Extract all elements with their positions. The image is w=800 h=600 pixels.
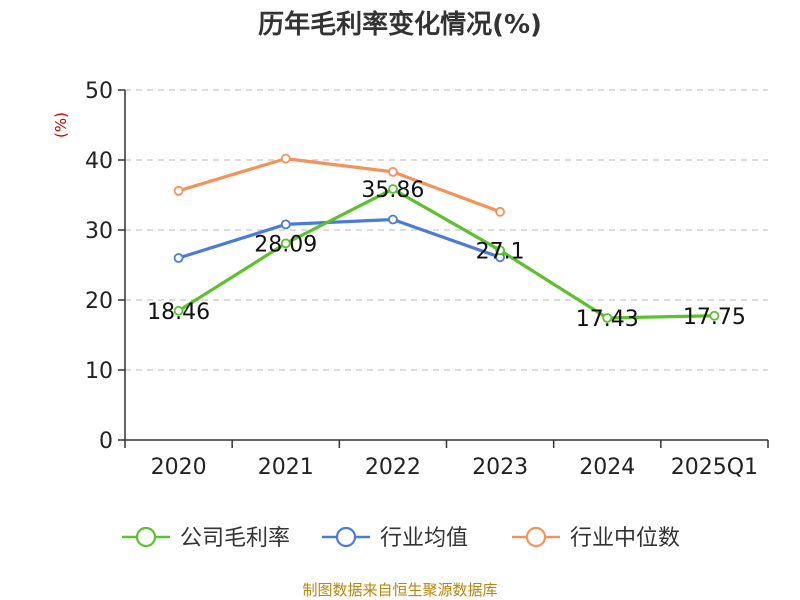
legend-label: 公司毛利率 xyxy=(180,526,290,551)
series-line-0 xyxy=(177,187,715,320)
data-point xyxy=(495,245,505,256)
legend-marker xyxy=(135,526,157,548)
legend-marker xyxy=(335,526,357,548)
data-point xyxy=(280,238,291,249)
y-tick-label: 30 xyxy=(85,219,113,244)
data-point xyxy=(709,310,720,321)
data-point xyxy=(280,219,291,230)
legend-label: 行业中位数 xyxy=(570,526,680,551)
data-point xyxy=(388,214,398,225)
y-tick-label: 10 xyxy=(85,359,113,384)
y-tick-label: 0 xyxy=(99,429,113,454)
data-label: 17.75 xyxy=(683,305,746,330)
x-tick-label: 2022 xyxy=(365,455,421,480)
data-point xyxy=(173,185,184,196)
legend-label: 行业均值 xyxy=(380,526,468,551)
legend-item-1[interactable]: 行业均值 xyxy=(322,526,468,551)
series-group xyxy=(173,153,720,323)
series-line-1 xyxy=(178,217,501,260)
y-tick-label: 50 xyxy=(85,79,113,104)
data-labels: 18.46 28.09 35.86 27.1 17.43 17.75 xyxy=(147,178,746,332)
x-tick-label: 2021 xyxy=(258,455,314,480)
x-tick-label: 2023 xyxy=(472,455,528,480)
grid-lines xyxy=(125,89,768,371)
legend[interactable]: 公司毛利率 行业均值 行业中位数 xyxy=(122,526,680,551)
x-tick-label: 2024 xyxy=(579,455,635,480)
data-label: 28.09 xyxy=(254,232,317,257)
data-point xyxy=(173,253,184,263)
data-label: 35.86 xyxy=(361,178,424,203)
data-point xyxy=(495,206,505,217)
y-tick-label: 40 xyxy=(85,149,113,174)
data-point xyxy=(388,166,398,177)
data-point xyxy=(388,184,398,194)
axes: 0 10 20 30 40 50 2020 2021 2022 2023 2024 2025Q1 xyxy=(85,79,769,480)
legend-marker xyxy=(525,526,547,548)
x-tick-label: 2020 xyxy=(151,455,207,480)
data-label: 27.1 xyxy=(476,239,525,264)
data-point xyxy=(173,305,184,316)
legend-item-2[interactable]: 行业中位数 xyxy=(512,526,680,551)
series-line-2 xyxy=(178,157,501,214)
y-tick-label: 20 xyxy=(85,289,113,314)
data-point xyxy=(280,153,291,164)
x-tick-label: 2025Q1 xyxy=(671,455,758,480)
chart-title: 历年毛利率变化情况(%) xyxy=(258,9,542,40)
data-point xyxy=(602,313,613,323)
source-note: 制图数据来自恒生聚源数据库 xyxy=(302,581,497,599)
data-label: 18.46 xyxy=(147,300,210,325)
data-label: 17.43 xyxy=(576,307,639,332)
y-axis-label: (%) xyxy=(52,112,70,138)
legend-item-0[interactable]: 公司毛利率 xyxy=(122,526,290,551)
